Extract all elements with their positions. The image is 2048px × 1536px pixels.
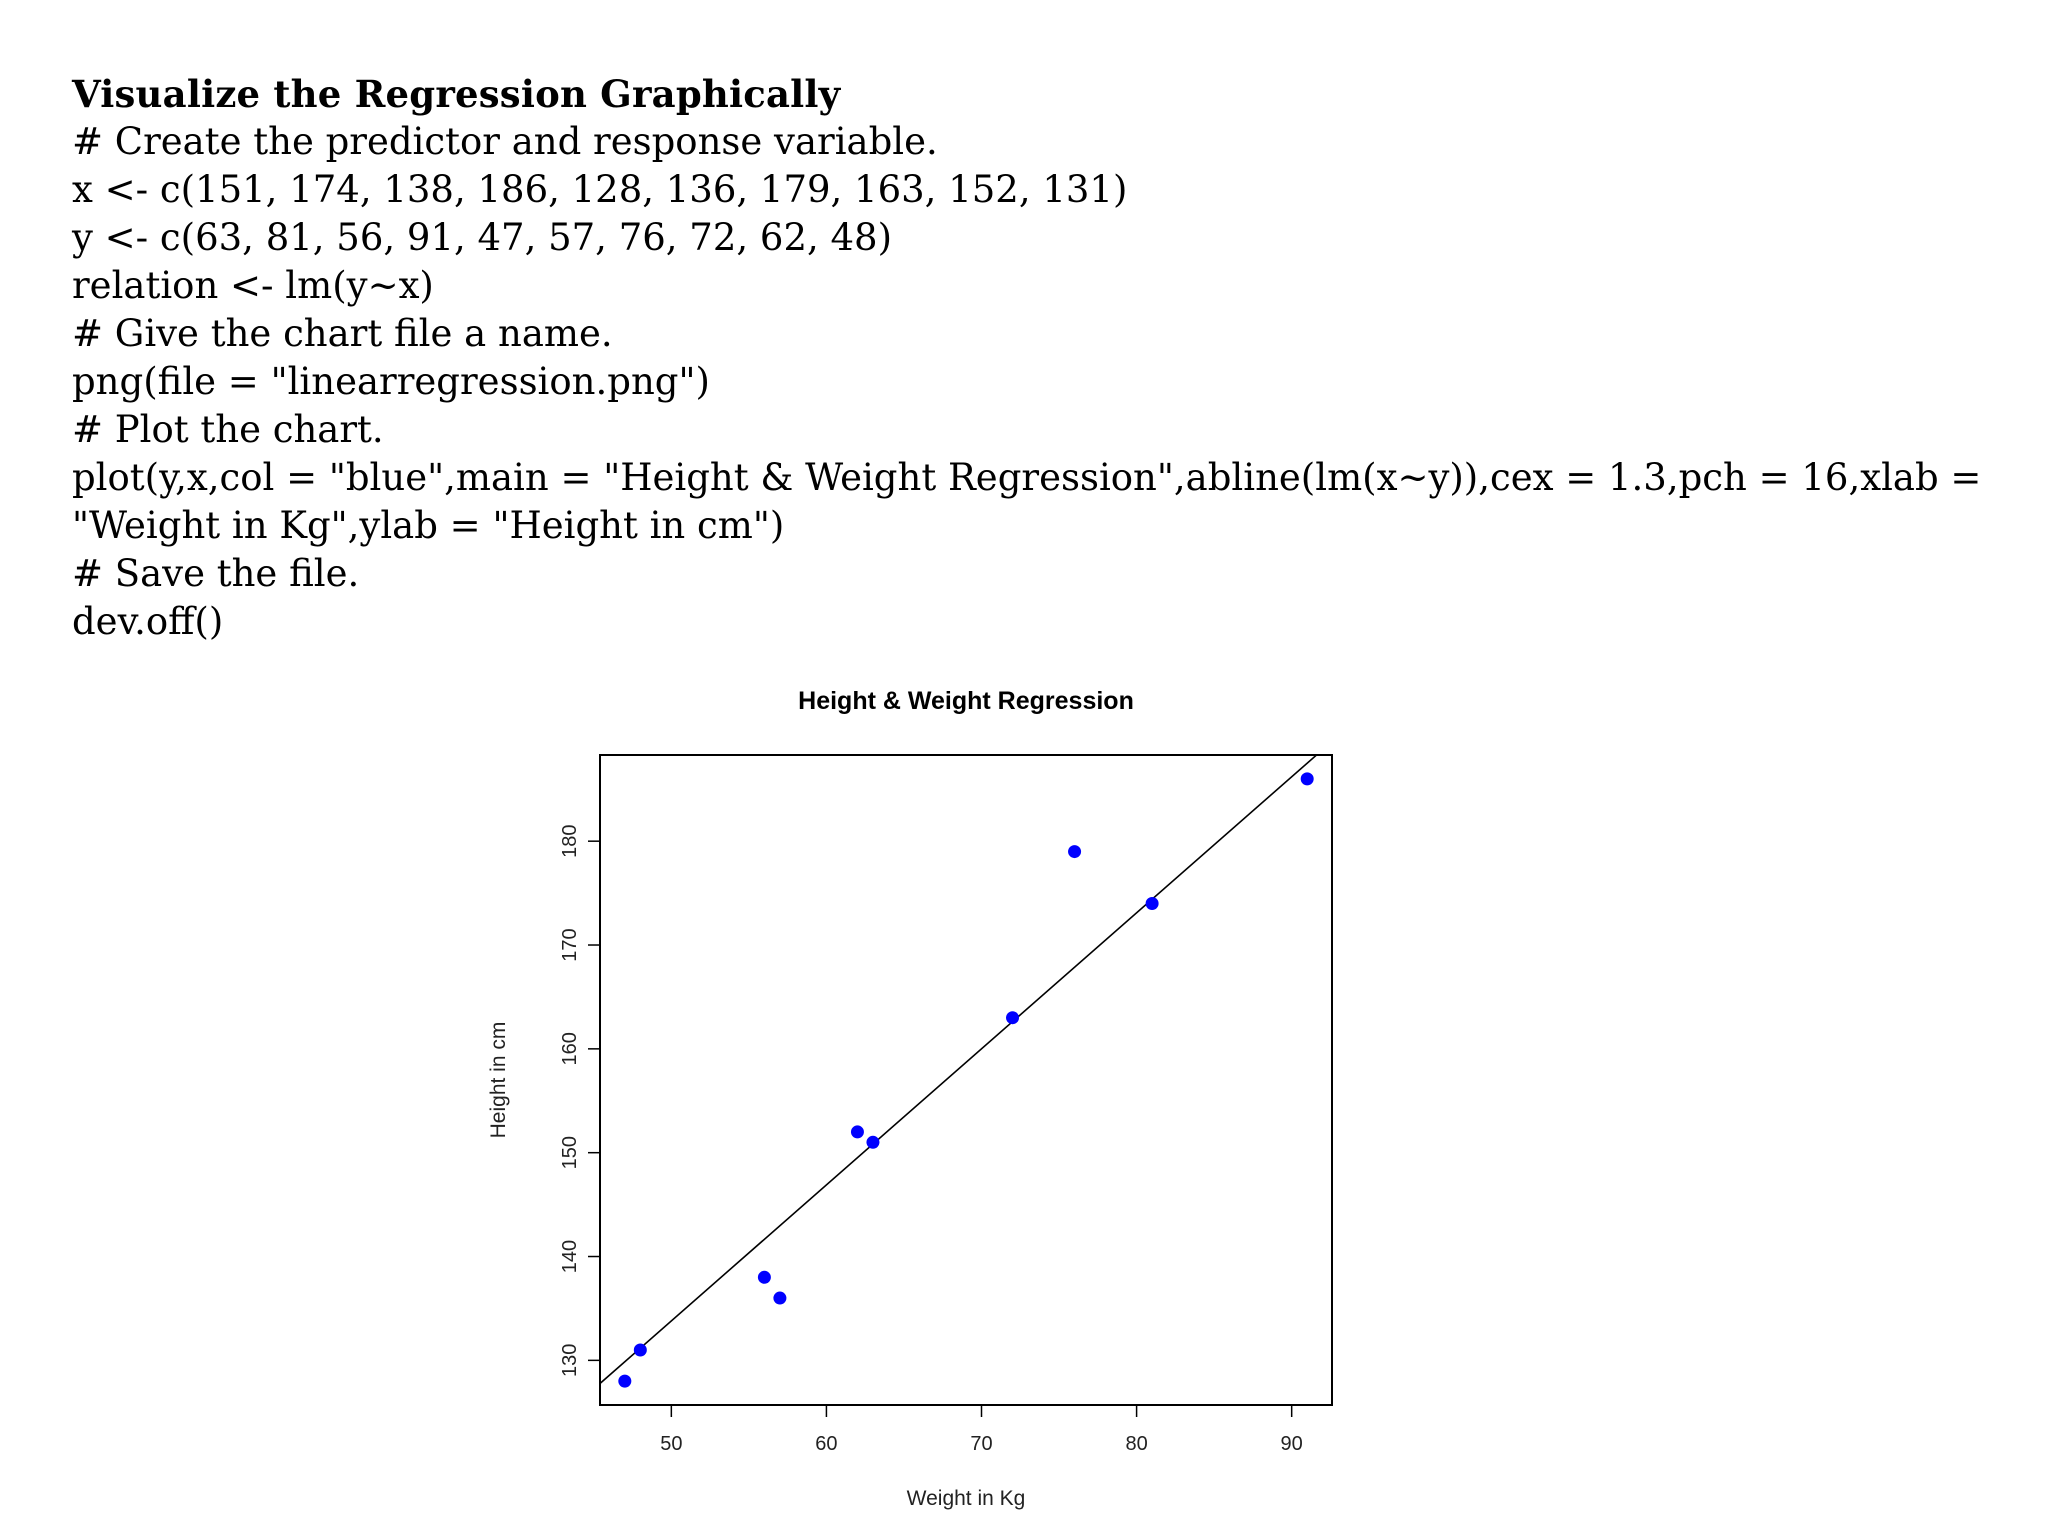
- data-point: [1068, 845, 1082, 859]
- data-point: [773, 1291, 787, 1305]
- document: Visualize the Regression Graphically # C…: [72, 70, 1992, 646]
- x-tick-label: 50: [660, 1433, 682, 1455]
- section-title: Visualize the Regression Graphically: [72, 72, 841, 116]
- data-point: [1006, 1011, 1020, 1025]
- y-tick-label: 170: [559, 928, 581, 961]
- code-line: plot(y,x,col = "blue",main = "Height & W…: [72, 456, 1994, 547]
- code-line: # Give the chart file a name.: [72, 312, 613, 355]
- x-tick-label: 70: [970, 1433, 992, 1455]
- code-line: y <- c(63, 81, 56, 91, 47, 57, 76, 72, 6…: [72, 216, 893, 259]
- data-point: [1145, 896, 1159, 910]
- code-line: # Save the file.: [72, 552, 360, 595]
- code-line: # Plot the chart.: [72, 408, 384, 451]
- y-tick-label: 140: [559, 1240, 581, 1273]
- regression-figure: Height & Weight Regression 50 60 70 80 90 130 1…: [470, 665, 1430, 1525]
- plot-frame: [599, 754, 1333, 1406]
- y-tick-label: 150: [559, 1136, 581, 1169]
- code-line: png(file = "linearregression.png"): [72, 360, 710, 403]
- code-line: x <- c(151, 174, 138, 186, 128, 136, 179…: [72, 168, 1128, 211]
- x-axis-label: Weight in Kg: [907, 1487, 1026, 1510]
- data-point: [1300, 772, 1314, 786]
- data-point: [866, 1135, 880, 1149]
- y-axis-label: Height in cm: [487, 1022, 510, 1139]
- y-tick-label: 130: [559, 1344, 581, 1377]
- chart-title: Height & Weight Regression: [798, 687, 1134, 715]
- y-tick-label: 180: [559, 824, 581, 857]
- x-tick-label: 60: [815, 1433, 837, 1455]
- y-tick-label: 160: [559, 1032, 581, 1065]
- code-block: # Create the predictor and response vari…: [72, 118, 1992, 646]
- x-tick-label: 90: [1281, 1433, 1303, 1455]
- scatter-plot: Height & Weight Regression 50 60 70 80 90 130 1…: [487, 687, 1333, 1510]
- data-point: [633, 1343, 647, 1357]
- regression-line: [600, 755, 1318, 1385]
- data-point: [850, 1125, 864, 1139]
- data-point: [757, 1270, 771, 1284]
- code-line: dev.off(): [72, 600, 224, 643]
- code-line: # Create the predictor and response vari…: [72, 120, 938, 163]
- code-line: relation <- lm(y~x): [72, 264, 434, 307]
- data-point: [618, 1374, 632, 1388]
- x-tick-label: 80: [1125, 1433, 1147, 1455]
